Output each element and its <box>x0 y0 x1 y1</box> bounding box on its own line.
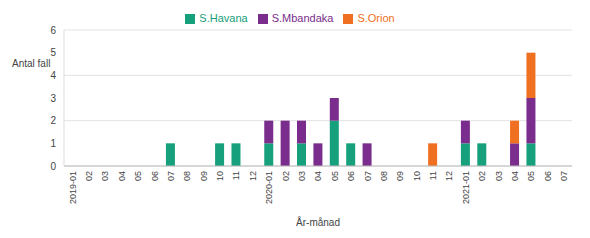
svg-text:05: 05 <box>330 171 340 181</box>
svg-text:2020-01: 2020-01 <box>264 171 274 204</box>
svg-text:06: 06 <box>543 171 553 181</box>
svg-text:1: 1 <box>50 138 56 149</box>
svg-text:0: 0 <box>50 161 56 172</box>
svg-text:3: 3 <box>50 93 56 104</box>
svg-text:02: 02 <box>477 171 487 181</box>
svg-text:07: 07 <box>166 171 176 181</box>
svg-text:09: 09 <box>199 171 209 181</box>
svg-text:06: 06 <box>150 171 160 181</box>
svg-text:10: 10 <box>215 171 225 181</box>
svg-text:5: 5 <box>50 47 56 58</box>
svg-text:03: 03 <box>297 171 307 181</box>
svg-text:11: 11 <box>428 171 438 180</box>
html-text:S.Havana: S.Havana <box>199 12 248 24</box>
svg-text:02: 02 <box>84 171 94 181</box>
svg-text:2021-01: 2021-01 <box>461 171 471 204</box>
svg-text:12: 12 <box>248 171 258 181</box>
svg-text:04: 04 <box>313 171 323 181</box>
svg-text:4: 4 <box>50 70 56 81</box>
svg-text:04: 04 <box>117 171 127 181</box>
svg-text:04: 04 <box>510 171 520 181</box>
svg-text:07: 07 <box>559 171 569 181</box>
svg-text:03: 03 <box>100 171 110 181</box>
svg-text:02: 02 <box>281 171 291 181</box>
svg-text:06: 06 <box>346 171 356 181</box>
svg-text:08: 08 <box>379 171 389 181</box>
svg-text:2: 2 <box>50 115 56 126</box>
html-text:S.Orion: S.Orion <box>357 12 395 24</box>
svg-text:05: 05 <box>133 171 143 181</box>
svg-text:10: 10 <box>412 171 422 181</box>
html-text:Antal fall: Antal fall <box>12 58 51 69</box>
svg-text:12: 12 <box>444 171 454 181</box>
svg-text:2019-01: 2019-01 <box>68 171 78 204</box>
svg-text:09: 09 <box>395 171 405 181</box>
svg-text:07: 07 <box>363 171 373 181</box>
svg-text:År-månad: År-månad <box>296 216 340 228</box>
svg-text:05: 05 <box>526 171 536 181</box>
html-text:S.Mbandaka: S.Mbandaka <box>271 12 334 24</box>
svg-text:6: 6 <box>50 25 56 36</box>
svg-text:11: 11 <box>231 171 241 180</box>
svg-text:03: 03 <box>494 171 504 181</box>
svg-text:08: 08 <box>182 171 192 181</box>
